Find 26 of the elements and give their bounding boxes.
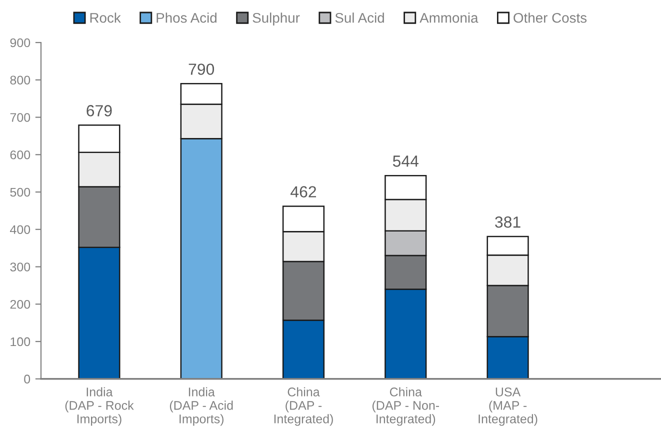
y-tick-label: 700 [10,113,30,122]
x-tick-label: India (DAP - Acid Imports) [170,387,233,426]
y-tick-label: 800 [10,76,30,85]
legend-label: Other Costs [514,12,587,23]
x-tick-label: China (DAP - Integrated) [274,387,333,426]
y-tick-label: 100 [10,337,30,346]
total-label: 462 [290,186,316,198]
total-label: 544 [392,156,418,167]
legend-label: Phos Acid [156,12,216,23]
x-tick-label: USA (MAP - Integrated) [478,388,538,426]
total-label: 679 [86,105,112,116]
legend-label: Rock [90,12,121,23]
legend-label: Sul Acid [335,12,384,23]
y-tick-label: 500 [10,188,30,197]
y-tick-label: 400 [10,225,30,234]
x-tick-label: India (DAP - Rock Imports) [65,387,134,426]
y-tick-label: 900 [10,38,30,48]
y-tick-label: 200 [10,300,30,309]
legend-label: Ammonia [420,12,478,23]
y-tick-label: 0 [24,374,30,384]
total-label: 790 [188,64,214,75]
legend-label: Sulphur [252,12,300,26]
total-label: 381 [495,216,520,228]
x-tick-label: China (DAP - Non- Integrated) [372,387,440,426]
y-tick-label: 300 [10,262,30,272]
y-tick-label: 600 [10,150,30,160]
